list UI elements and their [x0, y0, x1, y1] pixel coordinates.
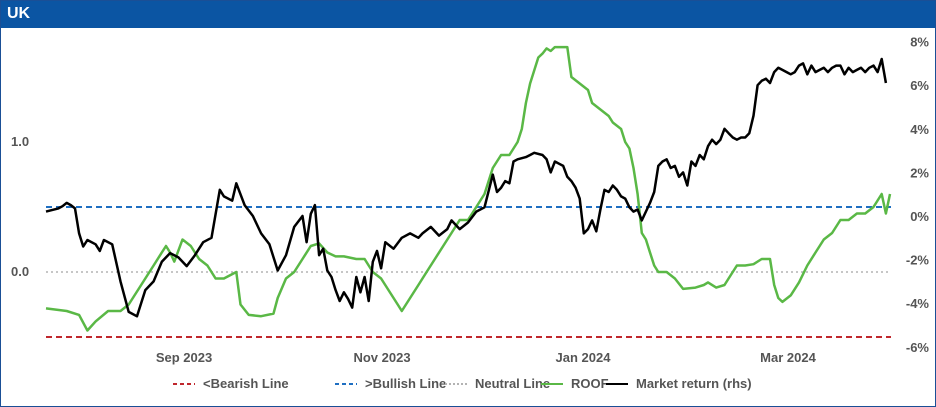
left-tick-label: 0.0: [11, 264, 29, 279]
x-tick-label: Nov 2023: [353, 350, 410, 365]
right-tick-label: 0%: [910, 209, 929, 224]
legend-label: Neutral Line: [475, 376, 550, 391]
right-tick-label: 2%: [910, 165, 929, 180]
right-tick-label: -6%: [906, 340, 930, 355]
right-tick-label: 4%: [910, 122, 929, 137]
title-bar: UK: [1, 1, 935, 28]
chart-title: UK: [7, 5, 31, 22]
right-tick-label: -2%: [906, 253, 930, 268]
right-tick-label: -4%: [906, 296, 930, 311]
left-tick-label: 1.0: [11, 134, 29, 149]
x-tick-label: Sep 2023: [156, 350, 212, 365]
chart-svg: 0.0 1.0 -6% -4% -2% 0% 2% 4% 6% 8% Sep 2023 Nov 2…: [11, 35, 930, 391]
x-tick-label: Jan 2024: [556, 350, 612, 365]
series-line-1: [45, 57, 888, 318]
legend-label: <Bearish Line: [203, 376, 289, 391]
legend-label: Market return (rhs): [636, 376, 752, 391]
legend-label: >Bullish Line: [365, 376, 446, 391]
right-tick-label: 8%: [910, 35, 929, 50]
right-tick-label: 6%: [910, 78, 929, 93]
legend-label: ROOF: [571, 376, 609, 391]
x-tick-label: Mar 2024: [760, 350, 816, 365]
series-line-0: [45, 45, 892, 332]
